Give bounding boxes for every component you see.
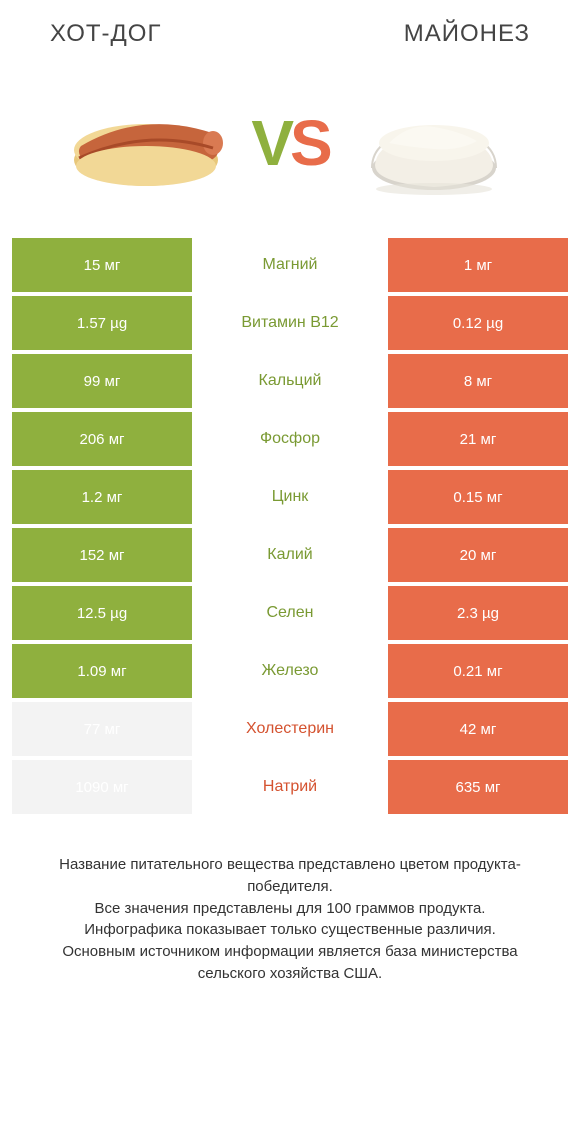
nutrient-name: Натрий xyxy=(192,760,388,814)
left-value: 206 мг xyxy=(12,412,192,466)
footer-note: Название питательного вещества представл… xyxy=(0,818,580,985)
nutrient-table: 15 мгМагний1 мг1.57 µgВитамин B120.12 µg… xyxy=(0,238,580,814)
table-row: 206 мгФосфор21 мг xyxy=(12,412,568,466)
vs-label: VS xyxy=(251,106,328,180)
right-value: 0.15 мг xyxy=(388,470,568,524)
nutrient-name: Кальций xyxy=(192,354,388,408)
left-value: 12.5 µg xyxy=(12,586,192,640)
hotdog-icon xyxy=(61,78,231,208)
table-row: 15 мгМагний1 мг xyxy=(12,238,568,292)
table-row: 152 мгКалий20 мг xyxy=(12,528,568,582)
table-row: 1090 мгНатрий635 мг xyxy=(12,760,568,814)
right-value: 21 мг xyxy=(388,412,568,466)
right-food-title: МАЙОНЕЗ xyxy=(404,20,530,48)
left-value: 1.57 µg xyxy=(12,296,192,350)
left-value: 15 мг xyxy=(12,238,192,292)
nutrient-name: Калий xyxy=(192,528,388,582)
left-value: 99 мг xyxy=(12,354,192,408)
nutrient-name: Железо xyxy=(192,644,388,698)
nutrient-name: Витамин B12 xyxy=(192,296,388,350)
right-value: 8 мг xyxy=(388,354,568,408)
nutrient-name: Фосфор xyxy=(192,412,388,466)
right-value: 0.21 мг xyxy=(388,644,568,698)
table-row: 12.5 µgСелен2.3 µg xyxy=(12,586,568,640)
footer-line: Название питательного вещества представл… xyxy=(28,854,552,898)
table-row: 1.09 мгЖелезо0.21 мг xyxy=(12,644,568,698)
right-value: 42 мг xyxy=(388,702,568,756)
right-value: 2.3 µg xyxy=(388,586,568,640)
footer-line: Инфографика показывает только существенн… xyxy=(28,919,552,941)
right-value: 0.12 µg xyxy=(388,296,568,350)
right-value: 20 мг xyxy=(388,528,568,582)
footer-line: Все значения представлены для 100 граммо… xyxy=(28,898,552,920)
nutrient-name: Цинк xyxy=(192,470,388,524)
vs-letter-v: V xyxy=(251,106,290,180)
left-value: 1.09 мг xyxy=(12,644,192,698)
table-row: 1.2 мгЦинк0.15 мг xyxy=(12,470,568,524)
vs-letter-s: S xyxy=(290,106,329,180)
nutrient-name: Магний xyxy=(192,238,388,292)
right-value: 1 мг xyxy=(388,238,568,292)
left-value: 1090 мг xyxy=(12,760,192,814)
left-value: 77 мг xyxy=(12,702,192,756)
left-value: 1.2 мг xyxy=(12,470,192,524)
table-row: 1.57 µgВитамин B120.12 µg xyxy=(12,296,568,350)
left-food-title: ХОТ-ДОГ xyxy=(50,20,161,48)
right-value: 635 мг xyxy=(388,760,568,814)
nutrient-name: Холестерин xyxy=(192,702,388,756)
footer-line: Основным источником информации является … xyxy=(28,941,552,985)
nutrient-name: Селен xyxy=(192,586,388,640)
table-row: 99 мгКальций8 мг xyxy=(12,354,568,408)
mayo-icon xyxy=(349,78,519,208)
table-row: 77 мгХолестерин42 мг xyxy=(12,702,568,756)
header: ХОТ-ДОГ МАЙОНЕЗ xyxy=(0,0,580,58)
left-value: 152 мг xyxy=(12,528,192,582)
vs-row: VS xyxy=(0,58,580,238)
